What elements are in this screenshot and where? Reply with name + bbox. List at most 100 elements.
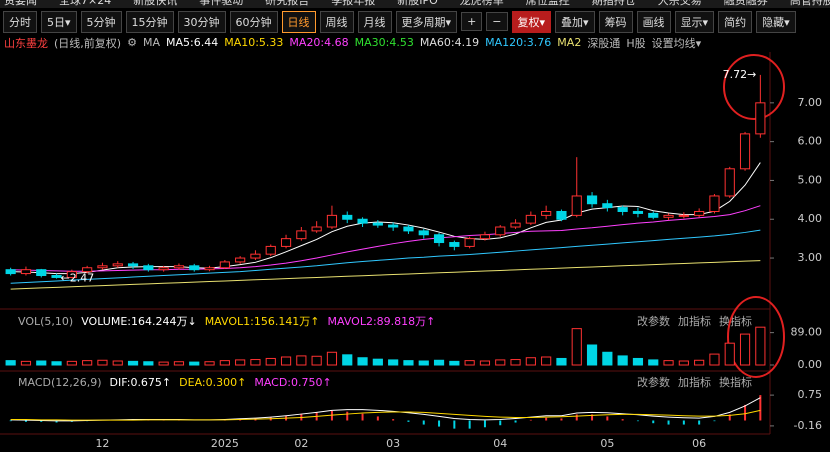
volume-bar	[541, 356, 552, 366]
volume-bar	[433, 359, 445, 366]
menu-item[interactable]: 全球7×24	[59, 0, 112, 7]
candle-body	[51, 275, 62, 278]
toolbar-button[interactable]: 月线	[357, 10, 392, 33]
gear-icon[interactable]: ⚙	[127, 36, 137, 49]
toolbar-button[interactable]: 30分钟	[177, 10, 226, 33]
candle-body	[372, 222, 383, 226]
menu-item[interactable]: 高管持股	[789, 0, 830, 7]
menu-item[interactable]: 资要闻	[4, 0, 37, 7]
volume-bar	[586, 344, 598, 366]
candle-body	[556, 210, 567, 220]
toolbar-button[interactable]: 画线	[636, 10, 671, 33]
volume-bar	[280, 356, 292, 366]
volume-bar	[311, 355, 322, 366]
volume-bar	[20, 360, 32, 366]
volume-bar	[189, 361, 200, 366]
ma-legend: 山东墨龙 (日线,前复权) ⚙ MA MA5:6.44 MA10:5.33 MA20…	[0, 34, 701, 51]
toolbar-button[interactable]: 筹码	[598, 10, 633, 33]
toolbar-button[interactable]: 分时	[3, 10, 37, 33]
candle-body	[617, 207, 628, 212]
candle-body	[632, 210, 644, 214]
menu-item[interactable]: 席位监控	[525, 0, 570, 7]
ma-line	[10, 162, 761, 275]
volume-bar	[51, 361, 62, 366]
indicator-value: MAVOL2:89.818万↑	[327, 315, 436, 328]
toolbar-button[interactable]: 更多周期▾	[395, 10, 458, 33]
legend-extra[interactable]: H股	[626, 36, 646, 50]
volume-bar	[265, 357, 276, 366]
toolbar-button[interactable]: 日线	[281, 10, 316, 33]
indicator-button[interactable]: 换指标	[719, 315, 752, 328]
toolbar-button[interactable]: 显示▾	[674, 10, 715, 33]
volume-bar	[388, 359, 399, 366]
volume-bar	[204, 361, 215, 366]
x-tick-label: 02	[294, 437, 308, 450]
indicator-buttons: 改参数 加指标 换指标	[637, 313, 770, 329]
candle-body	[5, 269, 16, 275]
volume-bar	[97, 359, 108, 366]
high-label: 7.72→	[723, 68, 757, 81]
candle-body	[143, 265, 154, 271]
indicator-button[interactable]: 改参数	[637, 376, 670, 389]
ma-legend-item: MA5:6.44	[165, 36, 219, 49]
x-tick-label: 2025	[211, 437, 239, 450]
candle-body	[204, 267, 215, 271]
indicator-button[interactable]: 加指标	[678, 376, 711, 389]
volume-bar	[5, 360, 16, 366]
volume-bar	[479, 360, 491, 366]
toolbar-button[interactable]: 5分钟	[80, 10, 122, 33]
menu-item[interactable]: 事件驱动	[199, 0, 244, 7]
candle-body	[724, 168, 735, 197]
low-label: ←2.47	[61, 272, 95, 285]
toolbar: 分时 5日▾ 5分钟 15分钟 30分钟 60分钟 日线 周线 月线 更多周期▾ + − 复权▾ 叠加▾ 筹…	[0, 10, 796, 33]
menu-item[interactable]: 龙虎榜单	[459, 0, 504, 7]
volume-bar	[709, 353, 720, 366]
menu-item[interactable]: 新股IPO	[397, 0, 438, 7]
toolbar-button[interactable]: 叠加▾	[555, 10, 595, 33]
x-tick-label: 06	[692, 437, 706, 450]
volume-bar	[36, 360, 47, 366]
menu-item[interactable]: 融资融券	[723, 0, 768, 7]
toolbar-button[interactable]: 简约	[718, 10, 753, 33]
menu-item[interactable]: 大宗交易	[657, 0, 702, 7]
menu-item[interactable]: 新股快讯	[133, 0, 178, 7]
volume-bar	[556, 357, 567, 366]
toolbar-button[interactable]: 5日▾	[41, 10, 77, 33]
volume-bar	[342, 354, 353, 366]
indicator-button[interactable]: 改参数	[637, 315, 670, 328]
volume-bar	[219, 360, 230, 366]
indicator-value: MACD:0.750↑	[254, 375, 332, 389]
toolbar-button[interactable]: 复权▾	[511, 10, 552, 33]
x-tick-label: 05	[600, 437, 614, 450]
candle-body	[20, 269, 32, 275]
legend-extra[interactable]: 深股通	[587, 36, 621, 50]
y-tick-label: 0.75	[798, 388, 823, 401]
toolbar-button[interactable]: +	[461, 12, 483, 31]
y-tick-label: 5.00	[798, 173, 823, 186]
toolbar-button[interactable]: 周线	[319, 10, 354, 33]
stock-name[interactable]: 山东墨龙	[4, 36, 48, 50]
y-tick-label: 7.00	[798, 96, 823, 109]
toolbar-button[interactable]: 15分钟	[125, 10, 174, 33]
legend-extra[interactable]: 设置均线▾	[651, 36, 702, 50]
toolbar-button[interactable]: −	[486, 12, 508, 31]
volume-bar	[755, 326, 766, 366]
toolbar-button[interactable]: 隐藏▾	[756, 10, 796, 33]
candle-body	[280, 238, 292, 247]
indicator-button[interactable]: 换指标	[719, 376, 752, 389]
candle-body	[97, 265, 108, 269]
menu-item[interactable]: 季报年报	[331, 0, 376, 7]
volume-bar	[82, 360, 93, 366]
volume-bar	[449, 360, 460, 366]
menu-item[interactable]: 期指持仓	[591, 0, 636, 7]
indicator-button[interactable]: 加指标	[678, 315, 711, 328]
menu-item[interactable]: 研究报告	[265, 0, 310, 7]
volume-bar	[739, 333, 751, 366]
macd-header: MACD(12,26,9) DIF:0.675↑ DEA:0.300↑ MACD:0.…	[0, 374, 770, 390]
ma-line	[10, 260, 761, 290]
volume-bar	[510, 359, 521, 366]
ma-line	[10, 205, 761, 272]
toolbar-button[interactable]: 60分钟	[229, 10, 278, 33]
candle-body	[311, 226, 322, 232]
